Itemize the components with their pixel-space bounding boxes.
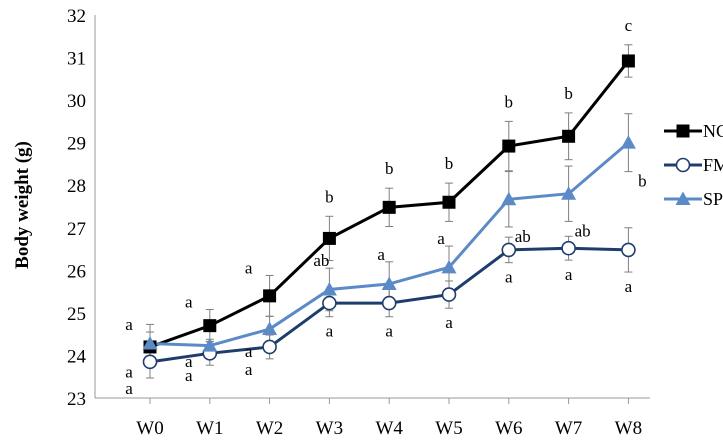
data-point-nc	[502, 139, 516, 153]
data-point-nc	[263, 289, 277, 303]
significance-label: a	[437, 229, 445, 248]
x-tick-label: W3	[316, 418, 343, 439]
significance-label: a	[125, 379, 133, 398]
y-tick-label: 31	[67, 49, 86, 70]
data-point-fm	[621, 242, 636, 258]
legend-label-fm: FM	[703, 155, 723, 175]
y-axis-ticks: 23 24 25 26 27 28 29 30 31 32	[67, 6, 87, 410]
data-point-sp	[441, 259, 457, 274]
significance-label: a	[125, 315, 133, 334]
significance-label: a	[245, 258, 253, 277]
data-point-nc	[322, 231, 336, 245]
y-tick-label: 26	[67, 261, 86, 282]
x-tick-label: W7	[555, 418, 582, 439]
data-point-nc	[621, 54, 635, 68]
significance-label: a	[245, 360, 253, 379]
y-tick-label: 29	[67, 134, 86, 155]
data-point-fm	[561, 240, 576, 256]
legend: NC FM SP	[664, 121, 723, 209]
y-tick-label: 28	[67, 176, 86, 197]
data-point-fm	[501, 242, 517, 258]
data-point-sp	[262, 321, 278, 336]
y-tick-label: 24	[67, 346, 87, 367]
significance-label: a	[625, 277, 633, 296]
significance-label: a	[185, 292, 193, 311]
significance-label: ab	[575, 221, 591, 240]
significance-label: b	[385, 159, 394, 178]
data-point-sp	[321, 281, 337, 296]
x-tick-label: W5	[435, 418, 462, 439]
x-tick-label: W8	[615, 418, 642, 439]
significance-label: a	[185, 352, 193, 371]
significance-label: b	[445, 154, 454, 173]
data-point-nc	[203, 319, 217, 333]
legend-marker-nc	[676, 124, 690, 138]
y-tick-label: 32	[67, 6, 86, 27]
significance-label: a	[245, 342, 253, 361]
data-point-sp	[620, 135, 636, 149]
data-point-fm	[381, 295, 397, 311]
significance-label: a	[505, 268, 513, 287]
data-point-fm	[262, 339, 277, 355]
significance-label: b	[325, 187, 334, 206]
y-tick-label: 25	[67, 304, 86, 325]
significance-label: a	[565, 265, 573, 284]
x-axis-ticks: W0 W1 W2 W3 W4 W5 W6 W7 W8	[136, 398, 642, 439]
data-point-sp	[381, 276, 397, 290]
x-tick-label: W4	[375, 418, 403, 439]
significance-label: a	[377, 245, 385, 264]
data-point-nc	[562, 129, 576, 143]
legend-label-nc: NC	[703, 121, 723, 141]
data-point-nc	[442, 195, 456, 209]
data-point-nc	[382, 200, 396, 214]
significance-label: a	[185, 366, 193, 385]
significance-label: ab	[313, 251, 329, 270]
y-tick-label: 23	[67, 389, 86, 410]
data-point-sp	[142, 336, 158, 350]
x-tick-label: W0	[136, 418, 163, 439]
significance-label: a	[326, 322, 334, 341]
significance-label: ab	[515, 227, 531, 246]
legend-label-sp: SP	[703, 189, 723, 209]
significance-label: b	[638, 172, 647, 191]
significance-label: a	[385, 322, 393, 341]
significance-label: c	[625, 16, 633, 35]
significance-label: b	[505, 92, 514, 111]
significance-label: b	[564, 84, 573, 103]
legend-marker-sp	[675, 191, 691, 205]
significance-label: a	[445, 313, 453, 332]
data-point-sp	[202, 338, 218, 352]
data-point-fm	[142, 354, 158, 370]
legend-marker-fm	[675, 157, 691, 173]
data-point-sp	[561, 186, 577, 200]
significance-label: a	[125, 363, 133, 382]
axes	[94, 15, 650, 399]
y-axis-label: Body weight (g)	[12, 141, 33, 269]
y-tick-label: 27	[67, 219, 86, 240]
x-tick-label: W2	[256, 418, 283, 439]
data-point-sp	[501, 191, 517, 206]
y-tick-label: 30	[67, 91, 86, 112]
x-tick-label: W1	[196, 418, 223, 439]
data-point-fm	[441, 287, 457, 302]
x-tick-label: W6	[495, 418, 522, 439]
series-markers	[142, 54, 636, 370]
data-point-fm	[322, 295, 337, 311]
